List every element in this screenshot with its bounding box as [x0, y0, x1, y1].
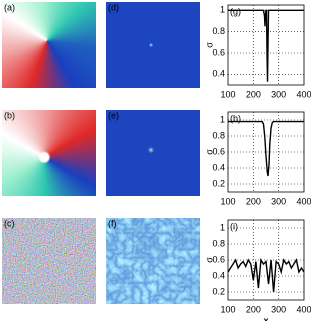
y-tick-label: 0.6	[212, 47, 225, 57]
x-tick-label: 300	[271, 89, 286, 99]
panel-f-image	[106, 218, 200, 304]
x-tick-label: 200	[246, 304, 261, 314]
y-tick-label: 1	[220, 5, 225, 15]
panel-label: (e)	[108, 110, 119, 120]
x-tick-label: 400	[296, 196, 311, 206]
y-tick-label: 0.6	[212, 146, 225, 156]
panel-label: (c)	[4, 218, 15, 228]
panel-c-image	[2, 218, 96, 304]
panel-a-image	[2, 2, 96, 88]
line	[228, 120, 304, 177]
x-tick-label: 200	[246, 89, 261, 99]
panel-label: (f)	[108, 218, 117, 228]
x-axis-label: x	[263, 315, 268, 321]
y-axis-label: σ	[204, 257, 214, 263]
y-tick-label: 1	[220, 222, 225, 232]
x-tick-label: 100	[220, 304, 235, 314]
x-tick-label: 100	[220, 89, 235, 99]
panel-e-spot	[147, 146, 155, 154]
y-tick-label: 0.6	[212, 254, 225, 264]
y-tick-label: 0.4	[212, 69, 225, 79]
y-tick-label: 1	[220, 114, 225, 124]
y-axis-label: σ	[204, 149, 214, 155]
panel-b-image	[2, 110, 96, 196]
figure: (a) (b) (c) (d) (e) (f) 0.4 0.6 0.8 1 100 200 300 400…	[2, 2, 312, 325]
line	[228, 9, 304, 82]
y-tick-label: 0.2	[212, 178, 225, 188]
axes-frame	[227, 111, 305, 193]
panel-d-image	[106, 2, 200, 88]
x-tick-label: 200	[246, 196, 261, 206]
panel-label: (i)	[230, 221, 238, 231]
y-tick-label: 0.8	[212, 130, 225, 140]
y-tick-label: 0.4	[212, 162, 225, 172]
panel-label: (g)	[230, 6, 241, 16]
axes-frame	[227, 219, 305, 301]
x-tick-label: 100	[220, 196, 235, 206]
y-tick-label: 0.8	[212, 26, 225, 36]
y-tick-label: 0.8	[212, 238, 225, 248]
panel-label: (a)	[4, 2, 15, 12]
x-tick-label: 300	[271, 304, 286, 314]
x-tick-label: 400	[296, 89, 311, 99]
x-tick-label: 400	[296, 304, 311, 314]
line	[227, 257, 305, 293]
panel-d-spot	[149, 43, 153, 47]
x-tick-label: 300	[271, 196, 286, 206]
y-tick-label: 0.2	[212, 286, 225, 296]
axes-frame	[227, 4, 305, 86]
y-tick-label: 0.4	[212, 270, 225, 280]
panel-label: (b)	[4, 110, 15, 120]
panel-label: (d)	[108, 2, 119, 12]
y-axis-label: σ	[204, 42, 214, 48]
panel-label: (h)	[230, 113, 241, 123]
